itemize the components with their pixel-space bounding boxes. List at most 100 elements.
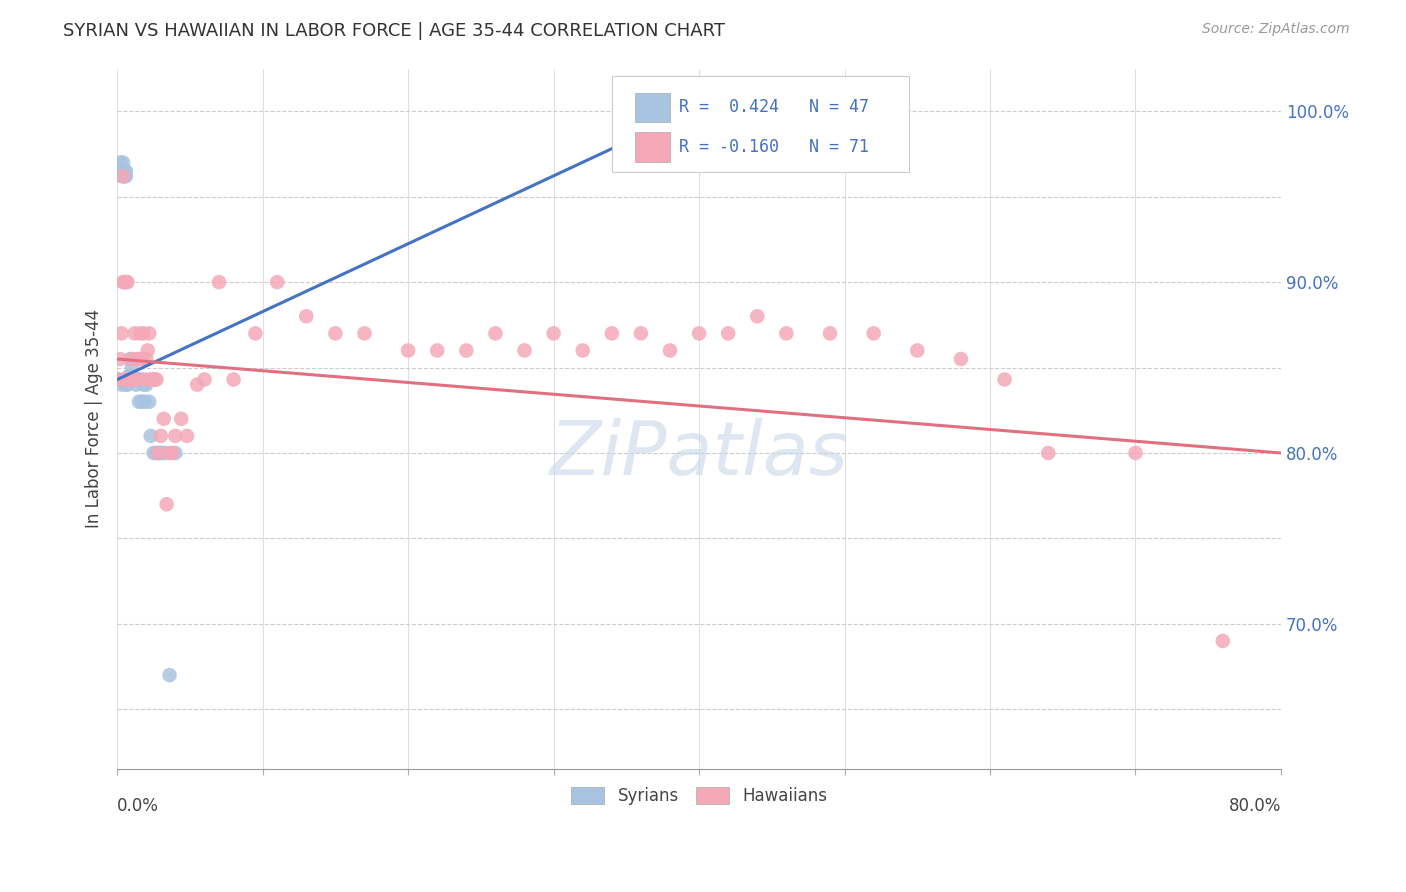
- Point: [149, 429, 172, 443]
- Point: [717, 326, 740, 341]
- Point: [325, 326, 347, 341]
- Point: [142, 372, 165, 386]
- Point: [129, 326, 152, 341]
- Point: [118, 372, 141, 386]
- Point: [266, 275, 288, 289]
- Text: ZiPatlas: ZiPatlas: [550, 417, 848, 490]
- Point: [162, 446, 184, 460]
- Point: [193, 372, 215, 386]
- Point: [131, 394, 153, 409]
- Point: [484, 326, 506, 341]
- Point: [110, 164, 132, 178]
- Point: [139, 372, 162, 386]
- Point: [114, 372, 136, 386]
- Point: [114, 169, 136, 183]
- Point: [208, 275, 231, 289]
- Text: R =  0.424   N = 47: R = 0.424 N = 47: [679, 98, 869, 116]
- Point: [132, 326, 155, 341]
- Point: [138, 326, 160, 341]
- FancyBboxPatch shape: [636, 93, 671, 122]
- Point: [818, 326, 841, 341]
- Point: [747, 310, 769, 324]
- Text: SYRIAN VS HAWAIIAN IN LABOR FORCE | AGE 35-44 CORRELATION CHART: SYRIAN VS HAWAIIAN IN LABOR FORCE | AGE …: [63, 22, 725, 40]
- Point: [142, 446, 165, 460]
- Point: [993, 372, 1015, 386]
- Point: [353, 326, 375, 341]
- Point: [1125, 446, 1147, 460]
- Point: [125, 372, 148, 386]
- Point: [1038, 446, 1060, 460]
- Point: [110, 326, 132, 341]
- Point: [108, 164, 131, 178]
- Point: [150, 446, 173, 460]
- Point: [111, 275, 134, 289]
- Point: [111, 169, 134, 183]
- Point: [125, 377, 148, 392]
- Point: [117, 372, 139, 386]
- Point: [114, 275, 136, 289]
- Point: [115, 164, 138, 178]
- Point: [131, 351, 153, 366]
- Point: [114, 164, 136, 178]
- Point: [165, 446, 187, 460]
- Point: [110, 377, 132, 392]
- Point: [513, 343, 536, 358]
- Point: [107, 372, 129, 386]
- Point: [426, 343, 449, 358]
- Point: [146, 446, 169, 460]
- Point: [108, 155, 131, 169]
- Point: [245, 326, 267, 341]
- Point: [135, 377, 157, 392]
- Point: [121, 351, 143, 366]
- Point: [128, 394, 150, 409]
- Point: [111, 155, 134, 169]
- Point: [124, 372, 146, 386]
- Point: [134, 394, 156, 409]
- Point: [862, 326, 884, 341]
- Point: [139, 429, 162, 443]
- Point: [159, 446, 181, 460]
- Point: [122, 372, 145, 386]
- Legend: Syrians, Hawaiians: Syrians, Hawaiians: [562, 779, 835, 814]
- Point: [170, 412, 193, 426]
- Point: [949, 351, 972, 366]
- Point: [120, 372, 142, 386]
- Point: [127, 351, 149, 366]
- Point: [775, 326, 797, 341]
- Point: [120, 351, 142, 366]
- Point: [107, 372, 129, 386]
- Point: [688, 326, 710, 341]
- Point: [115, 372, 138, 386]
- Point: [165, 429, 187, 443]
- Point: [543, 326, 565, 341]
- Point: [117, 372, 139, 386]
- Point: [115, 169, 138, 183]
- Point: [127, 372, 149, 386]
- Point: [571, 343, 593, 358]
- Point: [122, 372, 145, 386]
- Point: [135, 351, 157, 366]
- Point: [600, 326, 623, 341]
- Point: [117, 372, 139, 386]
- Text: Source: ZipAtlas.com: Source: ZipAtlas.com: [1202, 22, 1350, 37]
- Point: [152, 412, 174, 426]
- Point: [148, 446, 170, 460]
- Point: [630, 326, 652, 341]
- Point: [136, 343, 159, 358]
- Point: [396, 343, 419, 358]
- Point: [121, 360, 143, 375]
- Point: [145, 372, 167, 386]
- Point: [145, 446, 167, 460]
- Point: [905, 343, 928, 358]
- Point: [114, 169, 136, 183]
- Point: [1212, 634, 1234, 648]
- Point: [153, 446, 176, 460]
- Point: [141, 372, 163, 386]
- Point: [115, 372, 138, 386]
- Point: [644, 121, 666, 136]
- FancyBboxPatch shape: [612, 76, 908, 172]
- Y-axis label: In Labor Force | Age 35-44: In Labor Force | Age 35-44: [86, 310, 103, 528]
- FancyBboxPatch shape: [636, 132, 671, 161]
- Point: [222, 372, 245, 386]
- Point: [115, 377, 138, 392]
